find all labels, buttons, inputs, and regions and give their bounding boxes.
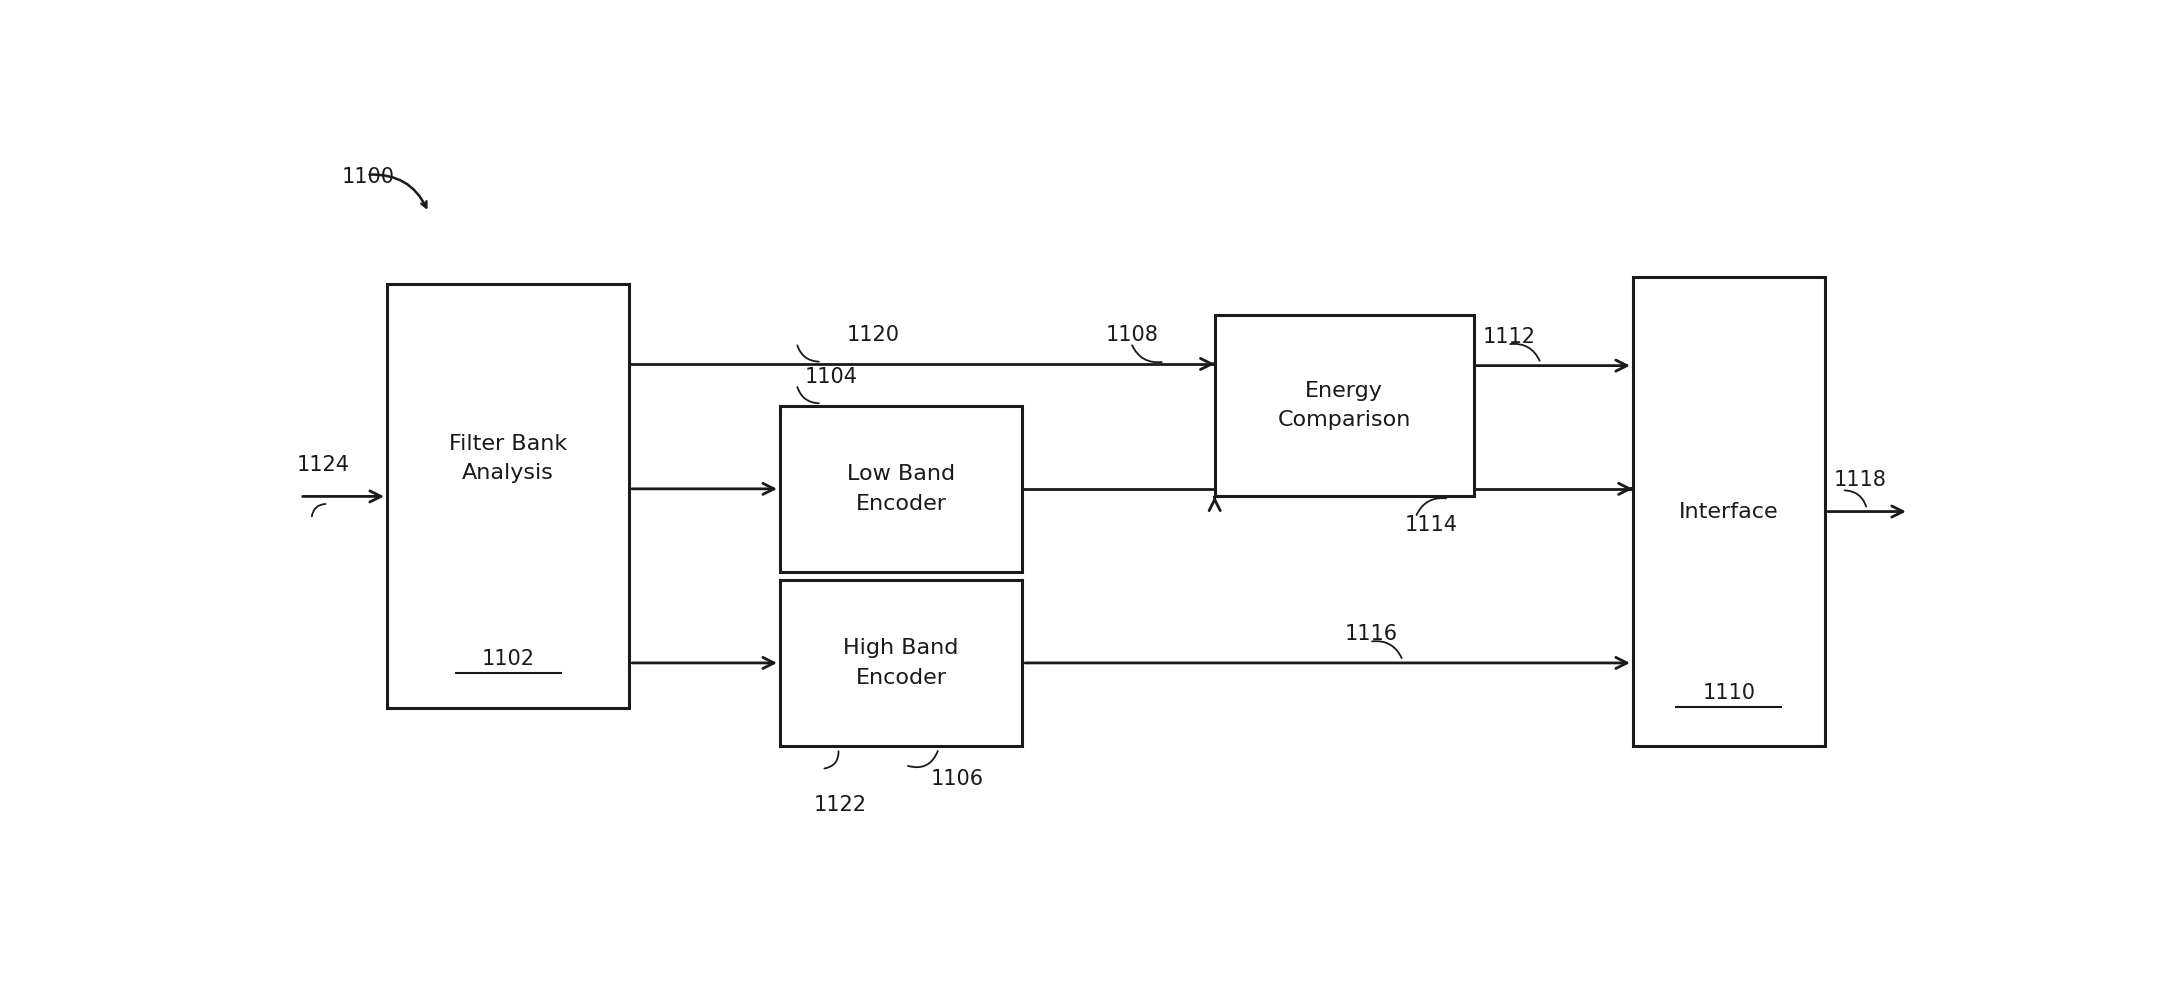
Text: 1122: 1122 — [814, 795, 865, 815]
Text: Low Band
Encoder: Low Band Encoder — [848, 464, 956, 514]
Bar — [779, 406, 1023, 572]
Bar — [1215, 315, 1474, 496]
Text: 1108: 1108 — [1105, 325, 1159, 345]
Text: 1100: 1100 — [341, 167, 395, 187]
Text: 1124: 1124 — [296, 455, 350, 475]
Text: 1116: 1116 — [1344, 624, 1398, 644]
Text: 1110: 1110 — [1703, 683, 1754, 703]
Text: 1104: 1104 — [805, 367, 859, 386]
Text: 1120: 1120 — [846, 325, 900, 345]
Bar — [386, 284, 630, 709]
Text: Interface: Interface — [1679, 501, 1778, 522]
Text: 1102: 1102 — [481, 649, 535, 669]
Text: 1106: 1106 — [930, 769, 984, 789]
Bar — [779, 580, 1023, 746]
Text: 1114: 1114 — [1405, 515, 1457, 536]
Text: Filter Bank
Analysis: Filter Bank Analysis — [449, 434, 568, 484]
Text: Energy
Comparison: Energy Comparison — [1278, 380, 1411, 431]
Text: High Band
Encoder: High Band Encoder — [844, 638, 958, 688]
Bar — [1634, 277, 1826, 746]
Text: 1112: 1112 — [1483, 326, 1534, 347]
Text: 1118: 1118 — [1834, 470, 1886, 491]
